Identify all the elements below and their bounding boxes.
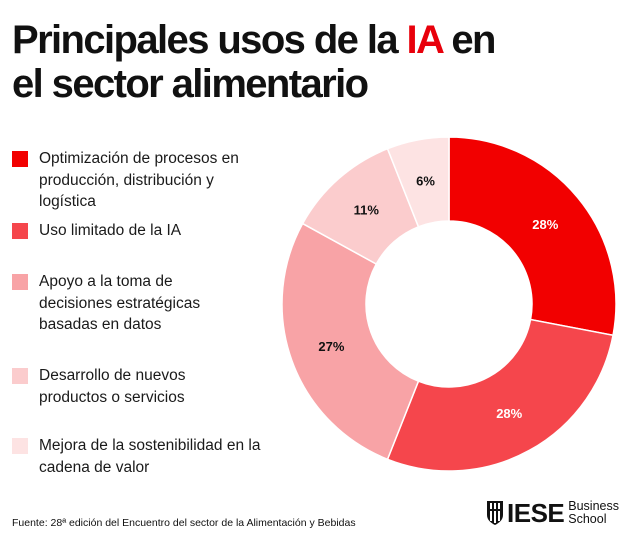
title-highlight: IA bbox=[406, 18, 444, 62]
legend-swatch bbox=[12, 368, 28, 384]
legend-item-optimizacion: Optimización de procesos en producción, … bbox=[12, 148, 271, 213]
logo-tagline-line2: School bbox=[568, 512, 607, 526]
donut-slice-2 bbox=[281, 222, 420, 461]
slice-label-2: 27% bbox=[318, 339, 344, 354]
title-part2: en bbox=[441, 18, 496, 62]
title-part1: Principales usos de la bbox=[12, 18, 407, 62]
donut-slice-4 bbox=[386, 136, 450, 228]
legend-label: Mejora de la sostenibilidad en la cadena… bbox=[39, 437, 261, 476]
legend-label: Uso limitado de la IA bbox=[39, 222, 182, 239]
iese-logo: IESE Business School bbox=[486, 500, 619, 526]
legend-label: Optimización de procesos en producción, … bbox=[39, 150, 239, 210]
slice-label-0: 28% bbox=[532, 217, 558, 232]
title-line2: el sector alimentario bbox=[12, 62, 369, 106]
chart-title: Principales usos de la IA en el sector a… bbox=[12, 18, 496, 106]
donut-slice-0 bbox=[448, 136, 617, 337]
slice-label-4: 6% bbox=[416, 174, 435, 189]
legend-swatch bbox=[12, 274, 28, 290]
legend-item-uso-limitado: Uso limitado de la IA bbox=[12, 220, 271, 242]
legend-item-nuevos-productos: Desarrollo de nuevos productos o servici… bbox=[12, 365, 221, 408]
logo-tagline: Business School bbox=[568, 500, 619, 526]
slice-label-1: 28% bbox=[496, 406, 522, 421]
legend-item-apoyo-decisiones: Apoyo a la toma de decisiones estratégic… bbox=[12, 271, 239, 336]
slice-label-3: 11% bbox=[354, 203, 380, 218]
legend-label: Apoyo a la toma de decisiones estratégic… bbox=[39, 273, 201, 333]
legend-label: Desarrollo de nuevos productos o servici… bbox=[39, 367, 186, 406]
legend-item-sostenibilidad: Mejora de la sostenibilidad en la cadena… bbox=[12, 435, 271, 478]
legend-swatch bbox=[12, 151, 28, 167]
source-note: Fuente: 28ª edición del Encuentro del se… bbox=[12, 517, 356, 529]
iese-shield-icon bbox=[487, 501, 503, 525]
logo-tagline-line1: Business bbox=[568, 499, 619, 513]
legend-swatch bbox=[12, 223, 28, 239]
logo-name: IESE bbox=[507, 498, 565, 528]
donut-slice-1 bbox=[386, 318, 614, 472]
legend-swatch bbox=[12, 438, 28, 454]
